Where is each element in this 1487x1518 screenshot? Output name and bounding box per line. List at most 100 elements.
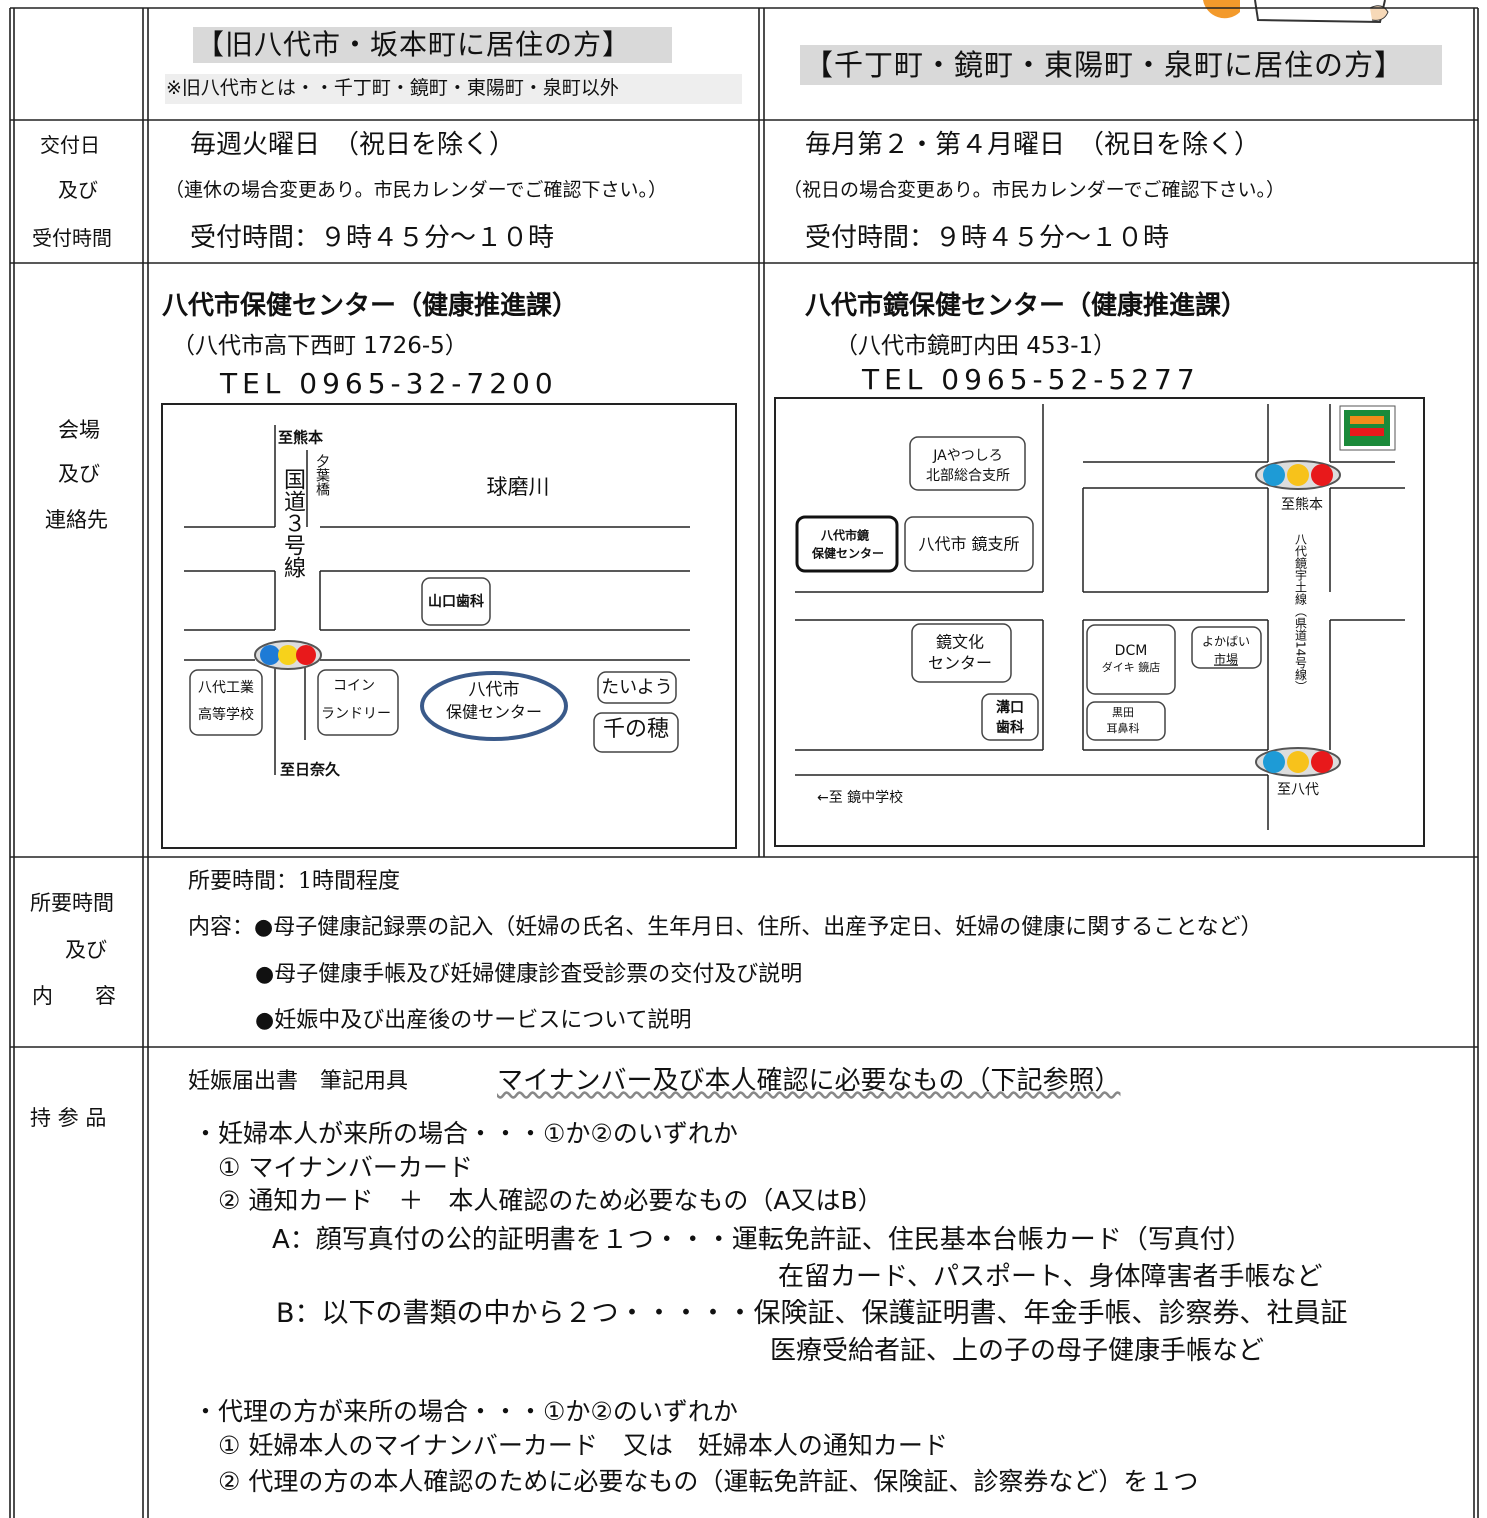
header-title: 【千丁町・鏡町・東陽町・泉町に居住の方】	[804, 48, 1405, 82]
map-label: ダイキ 鏡店	[1102, 660, 1161, 674]
map-shape	[317, 669, 399, 736]
header-title: 【旧八代市・坂本町に居住の方】	[196, 28, 632, 61]
row-label: 及び	[65, 938, 107, 962]
row-label: 所要時間	[30, 891, 114, 915]
map-label: たいよう	[601, 677, 673, 698]
map-shape	[909, 436, 1026, 491]
items-line: ・妊婦本人が来所の場合・・・①か②のいずれか	[193, 1119, 738, 1148]
map-label: 八代市鏡	[820, 528, 869, 543]
map-label: 球磨川	[487, 475, 550, 499]
venue-tel: TEL 0965-52-5277	[862, 363, 1200, 396]
items-line: ② 代理の方の本人確認のために必要なもの（運転免許証、保険証、診察券など）を１つ	[218, 1467, 1199, 1496]
road	[1082, 461, 1405, 750]
map-shape	[1369, 5, 1389, 21]
map-label: 耳鼻科	[1107, 721, 1140, 735]
items-line: ・代理の方が来所の場合・・・①か②のいずれか	[193, 1397, 738, 1426]
map-shape	[593, 712, 679, 753]
road	[795, 404, 1268, 776]
content-line: 内容：●母子健康記録票の記入（妊婦の氏名、生年月日、住所、出産予定日、妊婦の健康…	[188, 915, 1263, 940]
schedule-text: 受付時間：９時４５分～１０時	[805, 223, 1170, 253]
map-shape	[795, 515, 899, 573]
header-note: ※旧八代市とは・・千丁町・鏡町・東陽町・泉町以外	[166, 77, 619, 99]
venue-name: 八代市鏡保健センター（健康推進課）	[805, 291, 1248, 321]
items-line: ② 通知カード ＋ 本人確認のため必要なもの（A又はB）	[218, 1186, 883, 1215]
map-label: 高等学校	[198, 706, 254, 723]
map-shape	[1350, 428, 1384, 436]
map-label: 至八代	[1277, 782, 1319, 798]
map-shape	[1263, 751, 1285, 773]
row-label: 連絡先	[45, 508, 108, 532]
row-label: 受付時間	[32, 226, 112, 250]
map-label: 北部総合支所	[926, 468, 1010, 484]
items-line: B：以下の書類の中から２つ・・・・・保険証、保護証明書、年金手帳、診察券、社員証	[276, 1298, 1348, 1329]
map-label: 保健センター	[811, 546, 884, 561]
schedule-text: 毎週火曜日 （祝日を除く）	[190, 130, 516, 160]
road	[1267, 404, 1331, 830]
map-label: 八代工業	[198, 680, 254, 696]
map-shape	[1203, 0, 1240, 19]
map-shape	[1350, 416, 1384, 424]
map-shape	[981, 693, 1039, 741]
map-shape	[1086, 701, 1166, 741]
row-label: 会場	[58, 418, 100, 442]
content-line: ●母子健康手帳及び妊婦健康診査受診票の交付及び説明	[255, 962, 803, 987]
map-label: 溝口	[996, 699, 1024, 716]
map-shape	[420, 671, 568, 741]
venue-tel: TEL 0965-32-7200	[220, 367, 558, 400]
map-label: 国道３号線	[280, 468, 306, 578]
row-label: 及び	[58, 462, 100, 486]
map-shape	[296, 645, 316, 665]
map-label: 至熊本	[1281, 497, 1323, 513]
schedule-text: 毎月第２・第４月曜日 （祝日を除く）	[805, 130, 1261, 160]
schedule-note: （連休の場合変更あり。市民カレンダーでご確認下さい。）	[165, 179, 667, 201]
map-label: 八代市	[469, 680, 520, 700]
schedule-text: 受付時間：９時４５分～１０時	[190, 223, 555, 253]
map-label: 千の穂	[603, 717, 669, 742]
map-label: よかばい	[1202, 635, 1250, 649]
road	[184, 526, 690, 661]
row-label: 内 容	[32, 984, 116, 1008]
map-shape	[1287, 751, 1309, 773]
content-line: 所要時間：1時間程度	[188, 869, 400, 894]
items-line: ① 妊婦本人のマイナンバーカード 又は 妊婦本人の通知カード	[218, 1431, 948, 1460]
map-shape	[911, 623, 1012, 683]
map-shape	[161, 403, 737, 849]
map-shape	[1191, 626, 1262, 669]
map-shape	[1311, 751, 1333, 773]
map-shape	[421, 577, 491, 626]
map-label: ランドリー	[321, 706, 391, 722]
items-line: 医療受給者証、上の子の母子健康手帳など	[770, 1336, 1265, 1366]
venue-address: （八代市高下西町 1726-5）	[172, 333, 468, 359]
row-label: 持 参 品	[30, 1106, 107, 1130]
map-label: 八代鏡宇土線（県道14号線）	[1294, 533, 1308, 692]
map-shape	[1287, 464, 1309, 486]
content-line: ●妊娠中及び出産後のサービスについて説明	[255, 1008, 692, 1033]
map-shape	[189, 669, 263, 736]
map-label: コイン	[333, 678, 375, 694]
map-label: 山口歯科	[428, 593, 484, 610]
row-label: 及び	[58, 178, 98, 202]
map-label: DCM	[1115, 643, 1148, 659]
map-shape	[1254, 0, 1386, 24]
map-label: 八代市 鏡支所	[918, 535, 1019, 554]
map-shape	[597, 671, 677, 704]
items-intro: 妊娠届出書 筆記用具	[188, 1069, 409, 1094]
map-shape	[1263, 464, 1285, 486]
map-label: ←至 鏡中学校	[817, 789, 903, 806]
items-line: ① マイナンバーカード	[218, 1153, 473, 1182]
map-label: 至日奈久	[280, 761, 341, 779]
map-label: センター	[928, 654, 992, 673]
map-label: 保健センター	[446, 703, 542, 722]
map-label: 歯科	[996, 719, 1024, 736]
map-shape	[1086, 624, 1176, 695]
map-shape	[1311, 464, 1333, 486]
map-label: 市場	[1214, 652, 1238, 667]
map-label: 鏡文化	[936, 633, 984, 652]
map-label: 至熊本	[278, 429, 323, 447]
row-label: 交付日	[40, 133, 100, 157]
map-label: 夕葉橋	[314, 454, 330, 496]
items-line: A：顔写真付の公的証明書を１つ・・・運転免許証、住民基本台帳カード（写真付）	[272, 1225, 1252, 1255]
road	[274, 425, 321, 775]
